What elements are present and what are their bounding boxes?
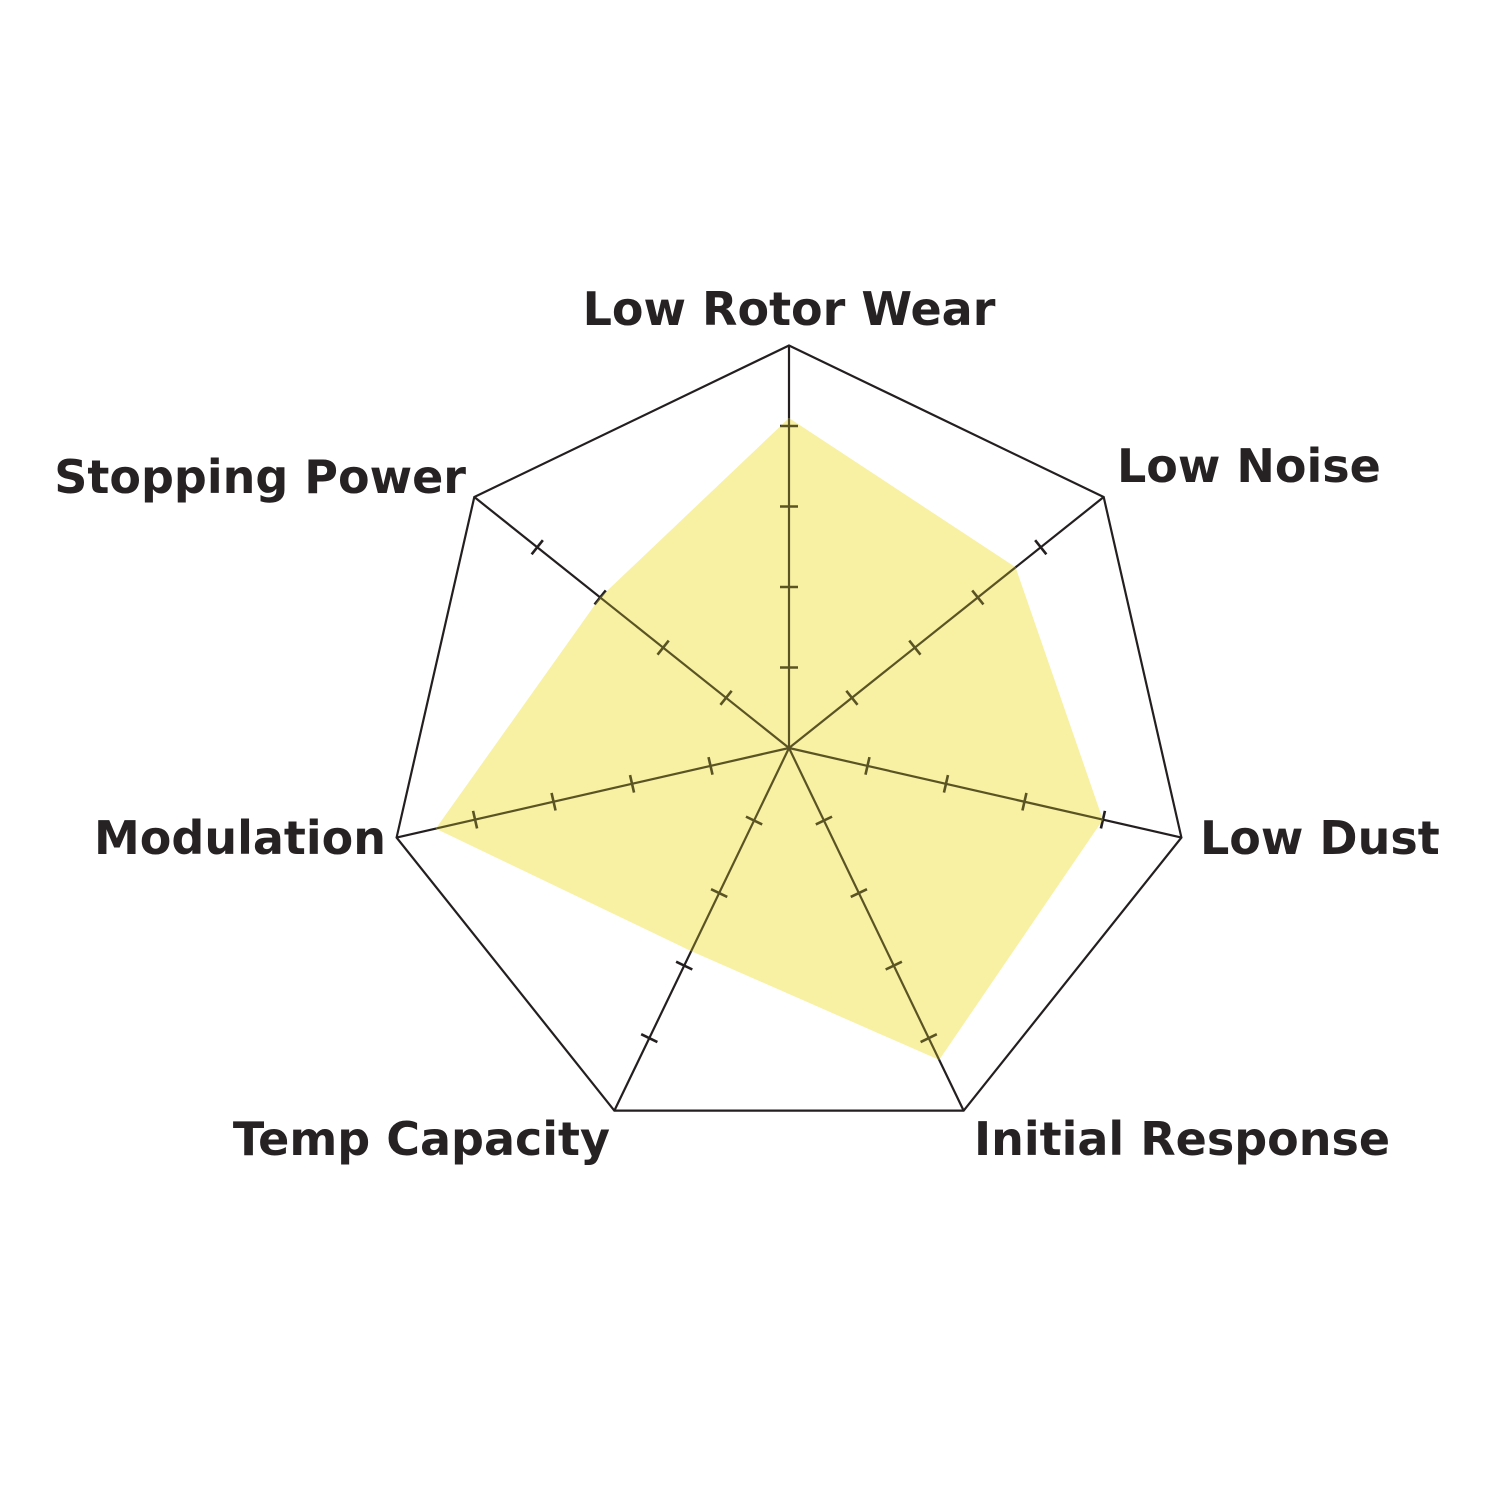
axis-label-initial-response: Initial Response [974,1111,1391,1166]
axis-label-low-dust: Low Dust [1200,810,1440,865]
radar-data-area [435,418,1103,1060]
axis-label-stopping-power: Stopping Power [54,449,466,504]
axis-label-modulation: Modulation [94,810,386,865]
axis-label-low-rotor-wear: Low Rotor Wear [582,281,996,336]
axis-label-temp-capacity: Temp Capacity [232,1111,610,1166]
axis-label-low-noise: Low Noise [1117,438,1381,493]
